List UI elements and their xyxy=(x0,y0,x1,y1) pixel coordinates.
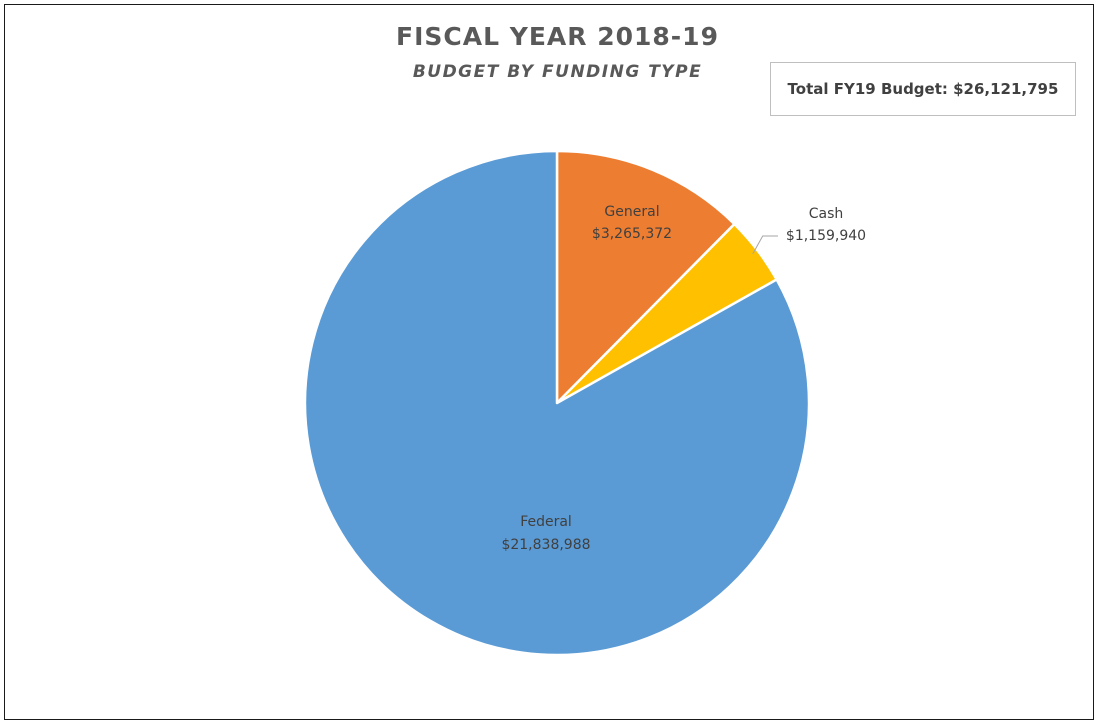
leader-line-cash xyxy=(752,235,778,255)
slice-name-cash: Cash xyxy=(809,206,844,222)
slice-value-general: $3,265,372 xyxy=(592,226,672,242)
slice-name-federal: Federal xyxy=(520,514,572,530)
slice-labels: General $3,265,372 Cash $1,159,940 Federal $2… xyxy=(501,204,866,553)
pie-slice-federal xyxy=(303,149,811,657)
slice-name-general: General xyxy=(604,204,659,220)
slice-value-cash: $1,159,940 xyxy=(786,228,866,244)
leader-lines xyxy=(752,235,778,255)
chart-subtitle: BUDGET BY FUNDING TYPE xyxy=(412,62,703,82)
total-budget-annotation: Total FY19 Budget: $26,121,795 xyxy=(770,62,1076,116)
pie-slice-general xyxy=(555,149,736,405)
slice-value-federal: $21,838,988 xyxy=(501,537,590,553)
chart-title: FISCAL YEAR 2018-19 xyxy=(396,22,719,51)
pie-slices xyxy=(303,149,811,657)
